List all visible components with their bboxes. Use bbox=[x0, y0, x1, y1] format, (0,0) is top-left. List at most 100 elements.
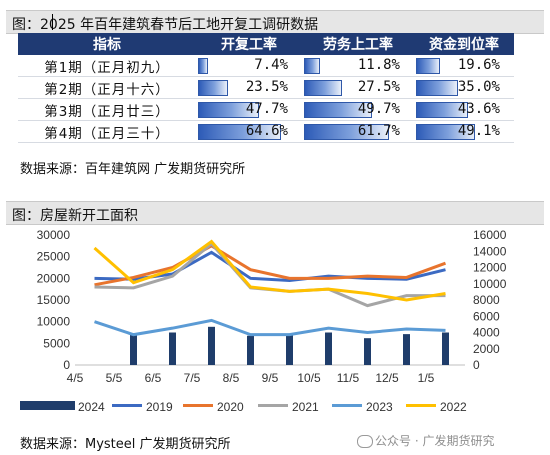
rate-value: 47.7% bbox=[245, 100, 288, 117]
rate-bar bbox=[416, 123, 475, 140]
table-row: 第3期（正月廿三） 47.7% 49.7% 43.6% bbox=[18, 98, 514, 121]
bar-2024 bbox=[208, 326, 215, 365]
bar-2024 bbox=[169, 332, 176, 365]
series-line-2022 bbox=[93, 239, 446, 302]
rate-bar bbox=[304, 79, 342, 96]
rate-cell: 7.4% bbox=[196, 55, 302, 77]
housing-starts-chart: 0 5000 10000 15000 20000 25000 30000 0 2000 4000 6… bbox=[20, 228, 507, 414]
legend-label-2020: 2020 bbox=[217, 400, 244, 414]
table-title: 图：2025 年百年建筑春节后工地开复工调研数据 bbox=[12, 17, 319, 33]
rate-value: 49.1% bbox=[457, 122, 500, 139]
rate-bar bbox=[198, 101, 260, 118]
legend-label-2023: 2023 bbox=[366, 400, 393, 414]
header-indicator: 指标 bbox=[18, 33, 196, 55]
rate-value: 43.6% bbox=[457, 100, 500, 117]
y-left-tick-label: 10000 bbox=[37, 315, 71, 329]
bar-2024 bbox=[247, 335, 254, 365]
rate-bar bbox=[198, 57, 208, 74]
watermark: 公众号 · 广发期货研究 bbox=[357, 432, 494, 449]
y-right-tick-label: 0 bbox=[473, 358, 480, 372]
y-right-tick-label: 12000 bbox=[473, 261, 507, 275]
y-right-tick-label: 16000 bbox=[473, 228, 507, 242]
wechat-icon bbox=[357, 435, 373, 448]
x-tick-label: 11/5 bbox=[337, 371, 360, 385]
rate-cell: 43.6% bbox=[414, 98, 514, 121]
rate-bar bbox=[416, 79, 458, 96]
y-right-tick-label: 2000 bbox=[473, 342, 500, 356]
y-left-tick-label: 30000 bbox=[37, 228, 71, 242]
table-row: 第4期（正月三十） 64.6% 61.7% 49.1% bbox=[18, 120, 514, 143]
header-fund-rate: 资金到位率 bbox=[414, 33, 514, 55]
y-right-tick-label: 4000 bbox=[473, 326, 500, 340]
y-left-tick-label: 5000 bbox=[43, 336, 70, 350]
y-left-tick-label: 20000 bbox=[37, 271, 71, 285]
period-label: 第2期（正月十六） bbox=[18, 76, 196, 99]
rate-value: 11.8% bbox=[357, 56, 400, 73]
bar-2024 bbox=[286, 334, 293, 365]
bar-2024 bbox=[130, 333, 137, 365]
watermark-text: 公众号 · 广发期货研究 bbox=[375, 434, 495, 448]
rate-value: 19.6% bbox=[457, 56, 500, 73]
header-resume-rate: 开复工率 bbox=[196, 33, 302, 55]
x-tick-label: 8/5 bbox=[223, 371, 240, 385]
chart-title: 图：房屋新开工面积 bbox=[12, 208, 138, 224]
rate-value: 23.5% bbox=[245, 78, 288, 95]
table-source: 数据来源：百年建筑网 广发期货研究所 bbox=[20, 162, 246, 177]
bar-2024 bbox=[442, 332, 449, 365]
rate-cell: 19.6% bbox=[414, 55, 514, 77]
rate-cell: 23.5% bbox=[196, 76, 302, 99]
y-left-tick-label: 15000 bbox=[37, 293, 71, 307]
legend-label-2024: 2024 bbox=[78, 400, 105, 414]
legend-label-2019: 2019 bbox=[146, 400, 173, 414]
table-row: 第1期（正月初九） 7.4% 11.8% 19.6% bbox=[18, 55, 514, 77]
rate-value: 35.0% bbox=[457, 78, 500, 95]
survey-table: 指标 开复工率 劳务上工率 资金到位率 第1期（正月初九） 7.4% 11.8% 19… bbox=[18, 33, 514, 143]
x-tick-label: 5/5 bbox=[106, 371, 123, 385]
rate-bar bbox=[304, 101, 373, 118]
period-label: 第1期（正月初九） bbox=[18, 55, 196, 77]
period-label: 第3期（正月廿三） bbox=[18, 98, 196, 121]
x-tick-label: 4/5 bbox=[67, 371, 84, 385]
x-tick-label: 12/5 bbox=[375, 371, 399, 385]
rate-bar bbox=[198, 79, 229, 96]
chart-source: 数据来源：Mysteel 广发期货研究所 bbox=[20, 437, 231, 452]
chart-title-bar: 图：房屋新开工面积 bbox=[6, 201, 544, 225]
period-label: 第4期（正月三十） bbox=[18, 120, 196, 143]
x-tick-label: 7/5 bbox=[184, 371, 201, 385]
rate-cell: 27.5% bbox=[302, 76, 414, 99]
y-right-tick-label: 6000 bbox=[473, 309, 500, 323]
rate-bar bbox=[198, 123, 282, 140]
rate-cell: 47.7% bbox=[196, 98, 302, 121]
rate-value: 64.6% bbox=[245, 122, 288, 139]
rate-cell: 49.1% bbox=[414, 120, 514, 143]
rate-cell: 35.0% bbox=[414, 76, 514, 99]
bar-2024 bbox=[403, 334, 410, 365]
y-left-tick-label: 0 bbox=[63, 358, 70, 372]
legend-swatch-2024 bbox=[20, 401, 75, 410]
rate-cell: 49.7% bbox=[302, 98, 414, 121]
y-right-tick-label: 10000 bbox=[473, 277, 507, 291]
table-header-row: 指标 开复工率 劳务上工率 资金到位率 bbox=[18, 33, 514, 55]
y-left-tick-label: 25000 bbox=[37, 250, 71, 264]
rate-bar bbox=[304, 123, 389, 140]
bar-2024 bbox=[325, 332, 332, 365]
table-row: 第2期（正月十六） 23.5% 27.5% 35.0% bbox=[18, 76, 514, 99]
rate-cell: 64.6% bbox=[196, 120, 302, 143]
series-line-2023 bbox=[94, 318, 446, 337]
x-tick-label: 1/5 bbox=[418, 371, 435, 385]
y-right-tick-label: 14000 bbox=[473, 244, 507, 258]
rate-cell: 11.8% bbox=[302, 55, 414, 77]
series-line-2020 bbox=[94, 244, 447, 287]
table-title-bar: 图：2025 年百年建筑春节后工地开复工调研数据 bbox=[6, 10, 544, 34]
rate-value: 7.4% bbox=[254, 56, 288, 73]
rate-value: 27.5% bbox=[357, 78, 400, 95]
x-tick-label: 6/5 bbox=[145, 371, 162, 385]
rate-bar bbox=[416, 57, 440, 74]
rate-value: 61.7% bbox=[357, 122, 400, 139]
y-right-tick-label: 8000 bbox=[473, 293, 500, 307]
rate-cell: 61.7% bbox=[302, 120, 414, 143]
rate-bar bbox=[416, 101, 469, 118]
x-tick-label: 10/5 bbox=[297, 371, 321, 385]
x-tick-label: 9/5 bbox=[262, 371, 279, 385]
rate-value: 49.7% bbox=[357, 100, 400, 117]
